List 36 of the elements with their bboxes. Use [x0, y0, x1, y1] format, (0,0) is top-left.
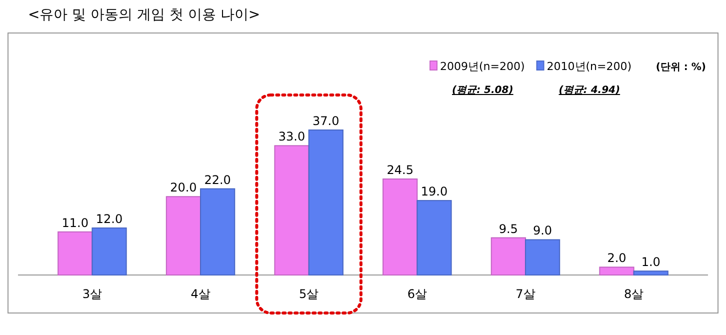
x-tick-label: 5살: [299, 287, 319, 301]
data-label: 20.0: [170, 180, 197, 195]
legend-label: 2010년(n=200): [546, 60, 632, 73]
text: (평균: 4.94): [558, 85, 620, 96]
data-label: 33.0: [278, 130, 306, 144]
bar: [58, 231, 93, 276]
data-label: 19.0: [420, 184, 448, 199]
bar: [599, 266, 634, 276]
x-tick-label: 6살: [407, 287, 427, 301]
x-tick-label: 4살: [190, 287, 210, 301]
bar: [166, 196, 202, 276]
data-label: 24.5: [386, 162, 414, 177]
bar: [308, 130, 344, 276]
x-tick-label: 3살: [82, 287, 102, 301]
bar: [382, 178, 418, 276]
data-label: 1.0: [641, 255, 660, 270]
data-label: 22.0: [204, 172, 231, 187]
bar: [274, 145, 310, 276]
bar: [490, 237, 526, 276]
data-label: 2.0: [607, 251, 626, 266]
x-tick-label: 8살: [624, 287, 644, 301]
bar: [524, 239, 560, 276]
x-tick-label: 7살: [516, 287, 536, 301]
data-label: 37.0: [312, 114, 340, 128]
text: (단위 : %): [656, 62, 706, 73]
data-label: 9.5: [498, 222, 518, 236]
bar: [92, 227, 127, 276]
legend-label: 2009년(n=200): [440, 60, 525, 73]
text: (평균: 5.08): [452, 85, 514, 96]
bar: [200, 188, 236, 276]
bar: [633, 270, 668, 276]
bar: [416, 200, 452, 276]
data-label: 12.0: [96, 212, 123, 226]
data-label: 9.0: [532, 224, 552, 238]
data-label: 11.0: [62, 216, 88, 230]
chart-title: <유아 및 아동의 게임 첫 이용 나이>: [28, 7, 260, 23]
